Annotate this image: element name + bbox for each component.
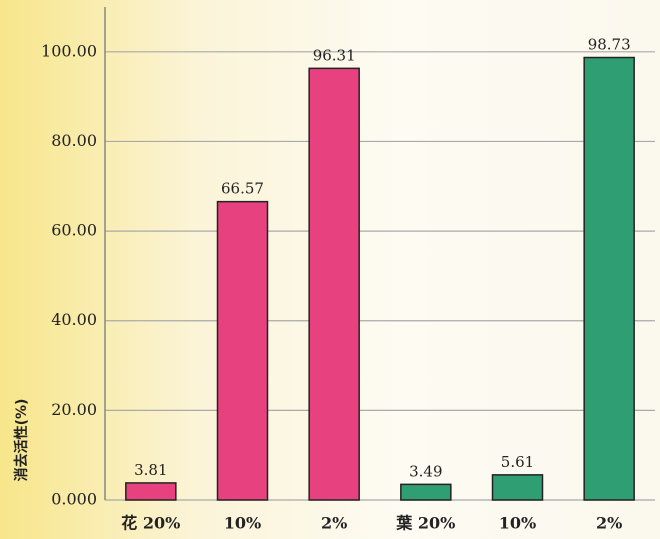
data-label: 66.57 — [221, 180, 264, 198]
y-tick-label: 20.00 — [51, 400, 97, 419]
data-label: 5.61 — [501, 453, 534, 471]
data-label: 3.81 — [134, 461, 167, 479]
bar — [400, 483, 452, 501]
x-tick-label: 2% — [596, 514, 622, 533]
x-tick-label: 10% — [499, 514, 536, 533]
bar — [491, 474, 544, 501]
data-label: 3.49 — [409, 462, 442, 480]
x-tick-label: 10% — [224, 514, 261, 533]
y-axis-title: 消去活性(%) — [13, 399, 30, 482]
x-tick-label: 2% — [321, 514, 347, 533]
data-label: 98.73 — [588, 36, 631, 54]
y-tick-label: 40.00 — [51, 310, 97, 329]
y-tick-label: 0.000 — [51, 490, 97, 509]
bar — [125, 482, 177, 501]
x-tick-label: 葉 20% — [395, 514, 455, 533]
bar — [583, 56, 635, 501]
x-tick-label: 花 20% — [121, 514, 180, 533]
bar — [216, 200, 269, 501]
y-tick-label: 100.00 — [41, 41, 97, 60]
bar — [308, 67, 360, 501]
y-tick-label: 60.00 — [51, 221, 97, 240]
data-label: 96.31 — [313, 46, 356, 64]
y-tick-label: 80.00 — [51, 131, 97, 150]
